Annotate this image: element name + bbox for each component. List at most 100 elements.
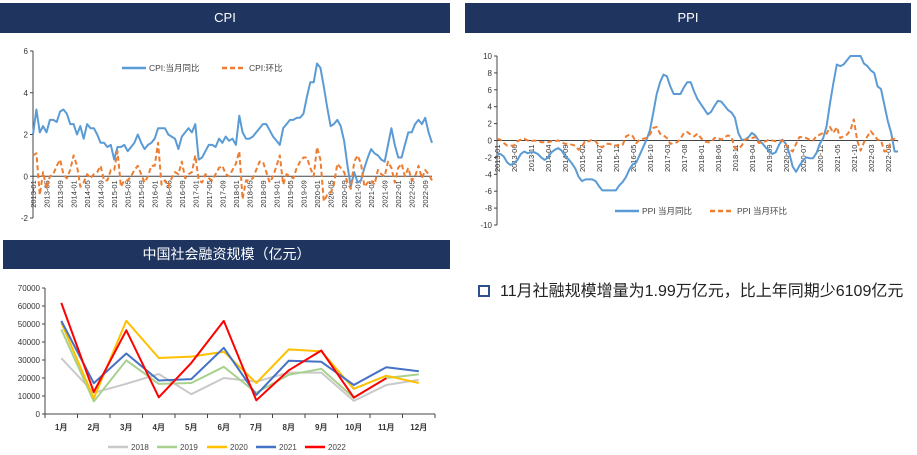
x-tick-label: 2013-01: [493, 145, 502, 173]
x-tick-label: 2018-11: [731, 145, 740, 172]
y-tick-label: 8: [488, 69, 493, 78]
summary-text: 11月社融规模增量为1.99万亿元，比上年同期少6109亿元: [500, 283, 904, 300]
x-tick-label: 2018-09: [259, 180, 268, 208]
x-tick-label: 2016-01: [151, 180, 160, 208]
x-tick-label: 2021-09: [381, 180, 390, 208]
y-tick-label: -2: [21, 214, 29, 223]
x-tick-label: 2016-09: [178, 180, 187, 208]
legend-label: CPI:当月同比: [149, 63, 200, 73]
y-tick-label: -8: [485, 204, 493, 213]
y-tick-label: 0: [24, 172, 29, 181]
y-tick-label: 20000: [18, 374, 41, 383]
tsf-panel-header: 中国社会融资规模（亿元）: [3, 240, 450, 269]
x-tick-label: 7月: [250, 423, 262, 432]
x-tick-label: 2015-09: [137, 180, 146, 208]
x-tick-label: 2015-12: [612, 145, 621, 173]
legend-label: 2019: [180, 443, 198, 452]
cpi-title: CPI: [214, 10, 236, 25]
x-tick-label: 2014-09: [561, 145, 570, 173]
y-tick-label: 0: [36, 410, 41, 419]
series-line: [32, 141, 433, 203]
x-tick-label: 2021-10: [850, 145, 859, 173]
x-tick-label: 2020-07: [799, 145, 808, 173]
y-tick-label: -10: [480, 221, 492, 230]
x-tick-label: 2020-12: [816, 145, 825, 173]
y-tick-label: 2: [24, 131, 29, 140]
x-tick-label: 2015-05: [124, 180, 133, 208]
x-tick-label: 10月: [345, 423, 362, 432]
x-tick-label: 4月: [153, 423, 165, 432]
x-tick-label: 2022-01: [394, 180, 403, 208]
legend-label: 2020: [230, 443, 248, 452]
x-tick-label: 2013-11: [527, 145, 536, 172]
x-tick-label: 2013-01: [29, 180, 38, 208]
y-tick-label: -6: [485, 187, 493, 196]
x-tick-label: 11月: [378, 423, 394, 432]
x-tick-label: 2020-01: [313, 180, 322, 208]
bullet-square-icon: [478, 285, 490, 297]
x-tick-label: 12月: [410, 423, 427, 432]
x-tick-label: 2018-05: [245, 180, 254, 208]
series-line: [60, 319, 420, 400]
x-tick-label: 3月: [120, 423, 132, 432]
x-tick-label: 2020-02: [782, 145, 791, 173]
y-tick-label: 50000: [18, 320, 41, 329]
y-tick-label: 10: [483, 52, 492, 61]
x-tick-label: 2013-09: [56, 180, 65, 208]
series-line: [32, 62, 433, 188]
x-tick-label: 2月: [88, 423, 100, 432]
x-tick-label: 2021-05: [367, 180, 376, 208]
x-tick-label: 2018-01: [697, 145, 706, 173]
y-tick-label: 10000: [18, 392, 41, 401]
x-tick-label: 8月: [283, 423, 295, 432]
x-tick-label: 2019-09: [300, 180, 309, 208]
tsf-title: 中国社会融资规模（亿元）: [142, 246, 311, 262]
series-line: [60, 302, 387, 402]
x-tick-label: 9月: [315, 423, 327, 432]
x-tick-label: 2014-01: [70, 180, 79, 208]
x-tick-label: 2014-05: [83, 180, 92, 208]
legend-label: PPI 当月同比: [642, 206, 692, 216]
legend-label: 2022: [328, 443, 346, 452]
x-tick-label: 2017-01: [191, 180, 200, 208]
x-tick-label: 2016-05: [164, 180, 173, 208]
x-tick-label: 2013-06: [510, 145, 519, 173]
x-tick-label: 2019-09: [765, 145, 774, 173]
x-tick-label: 2015-07: [595, 145, 604, 173]
x-tick-label: 2018-01: [232, 180, 241, 208]
legend-label: CPI:环比: [249, 63, 283, 73]
x-tick-label: 2022-09: [421, 180, 430, 208]
legend-label: 2021: [279, 443, 297, 452]
x-tick-label: 2017-05: [205, 180, 214, 208]
y-tick-label: 60000: [18, 302, 41, 311]
series-line: [60, 320, 419, 396]
y-tick-label: 30000: [18, 356, 41, 365]
y-tick-label: -4: [485, 170, 493, 179]
y-tick-label: 6: [488, 86, 493, 95]
series-line: [496, 118, 899, 153]
ppi-title: PPI: [677, 10, 699, 25]
x-tick-label: 2019-04: [748, 145, 757, 173]
ppi-panel-header: PPI: [465, 3, 911, 33]
x-tick-label: 2020-09: [340, 180, 349, 208]
y-tick-label: 4: [488, 103, 493, 112]
y-tick-label: 40000: [18, 338, 41, 347]
y-tick-label: 2: [488, 120, 493, 129]
x-tick-label: 5月: [185, 423, 197, 432]
x-tick-label: 6月: [218, 423, 230, 432]
y-tick-label: 6: [24, 47, 29, 56]
x-tick-label: 2015-02: [578, 145, 587, 173]
x-tick-label: 2019-05: [286, 180, 295, 208]
x-tick-label: 1月: [55, 423, 67, 432]
y-tick-label: 0: [488, 137, 493, 146]
y-tick-label: -2: [485, 153, 493, 162]
x-tick-label: 2014-09: [97, 180, 106, 208]
x-tick-label: 2021-01: [354, 180, 363, 208]
x-tick-label: 2022-08: [884, 145, 893, 173]
x-tick-label: 2015-01: [110, 180, 119, 208]
cpi-panel-header: CPI: [0, 3, 450, 33]
x-tick-label: 2022-05: [408, 180, 417, 208]
x-tick-label: 2019-01: [272, 180, 281, 208]
x-tick-label: 2017-09: [218, 180, 227, 208]
